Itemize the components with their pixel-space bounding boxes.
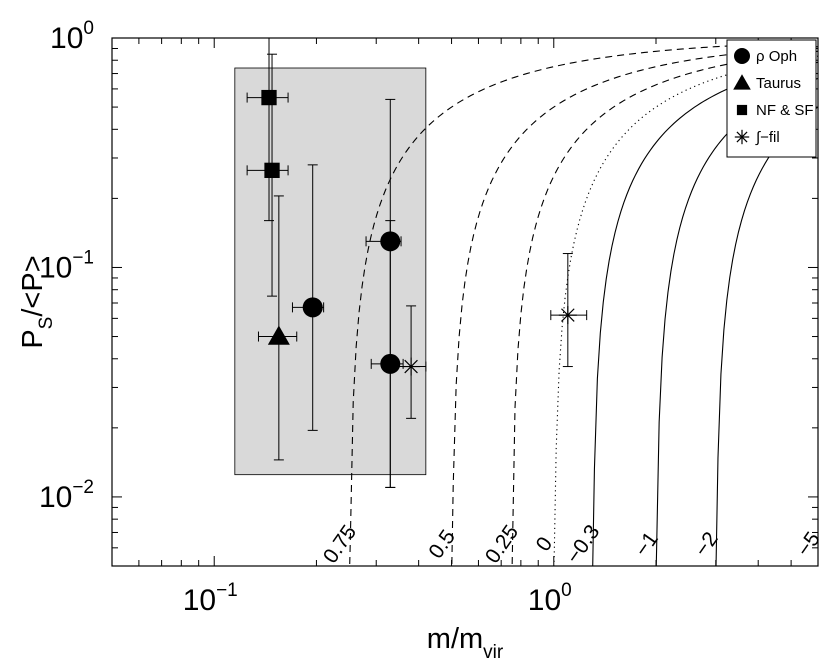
legend-label: NF & SF (756, 102, 814, 119)
x-tick-label: 10−1 (183, 580, 238, 617)
legend-label: ρ Oph (756, 48, 797, 65)
legend-marker-triangle (733, 74, 751, 90)
legend: ρ Oph Taurus NF & SF ∫−fil (726, 39, 817, 158)
legend-marker-square (736, 104, 748, 116)
y-tick-label: 10−1 (39, 247, 94, 284)
data-point-triangle (267, 325, 290, 345)
legend-label: Taurus (756, 75, 801, 92)
data-point-circle (380, 231, 401, 252)
data-point-circle (380, 353, 401, 374)
x-axis-label: m/mvir (427, 623, 504, 663)
plot-frame (111, 37, 819, 567)
y-tick-label: 10−2 (39, 477, 94, 514)
y-axis-label: PS/<P> (17, 255, 57, 348)
data-point-square (264, 162, 280, 178)
legend-marker-asterisk (734, 129, 750, 145)
y-tick-label: 100 (50, 18, 94, 55)
data-point-asterisk (558, 306, 577, 325)
data-point-circle (302, 297, 323, 318)
x-tick-label: 100 (528, 580, 572, 617)
data-point-asterisk (402, 357, 421, 376)
shaded-region (234, 67, 427, 476)
legend-marker-circle (734, 48, 750, 64)
contour-curve (511, 50, 818, 566)
data-point-square (261, 89, 277, 106)
contour-curve (553, 55, 818, 566)
legend-label: ∫−fil (755, 129, 780, 146)
